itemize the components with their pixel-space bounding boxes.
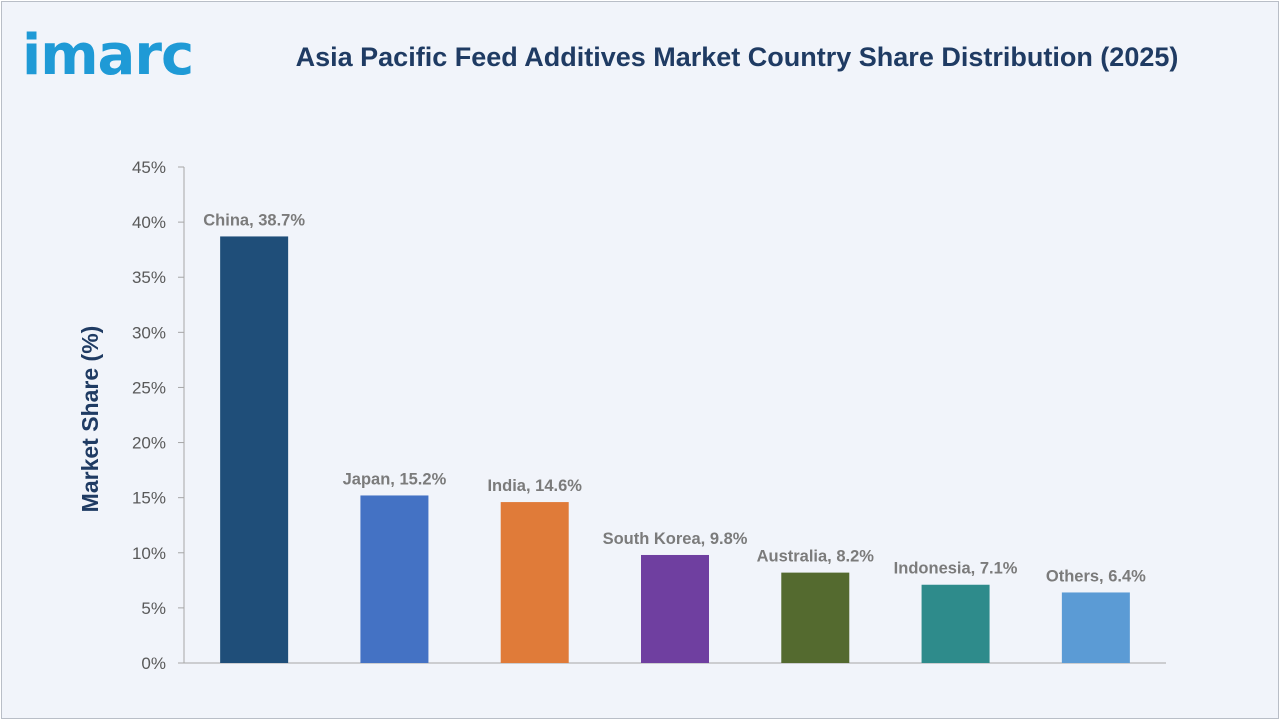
y-axis-title: Market Share (%) <box>77 326 103 513</box>
chart-title: Asia Pacific Feed Additives Market Count… <box>295 42 1179 72</box>
y-tick-label: 10% <box>132 544 166 563</box>
bar-australia <box>781 572 850 663</box>
y-tick-label: 40% <box>132 213 166 232</box>
y-tick-label: 20% <box>132 434 166 453</box>
bar-japan <box>360 495 429 663</box>
data-label: Indonesia, 7.1% <box>894 560 1018 578</box>
bar-china <box>220 236 289 663</box>
bar-india <box>500 502 569 663</box>
data-label: China, 38.7% <box>203 211 305 229</box>
y-tick-label: 5% <box>141 599 166 618</box>
logo-text: imarc <box>22 23 193 86</box>
y-tick-label: 45% <box>132 158 166 177</box>
data-label: Australia, 8.2% <box>757 548 875 566</box>
bar-south-korea <box>641 554 709 663</box>
y-tick-label: 35% <box>132 268 166 287</box>
y-tick-label: 30% <box>132 323 166 342</box>
y-tick-label: 25% <box>132 378 166 397</box>
y-tick-label: 0% <box>141 654 166 673</box>
imarc-logo: imarc <box>22 23 194 86</box>
data-label: Others, 6.4% <box>1046 567 1146 585</box>
data-label: India, 14.6% <box>487 477 582 495</box>
bar-others <box>1061 592 1130 663</box>
bar-indonesia <box>921 584 990 663</box>
data-label: South Korea, 9.8% <box>603 530 748 548</box>
y-tick-label: 15% <box>132 489 166 508</box>
data-label: Japan, 15.2% <box>343 470 447 488</box>
